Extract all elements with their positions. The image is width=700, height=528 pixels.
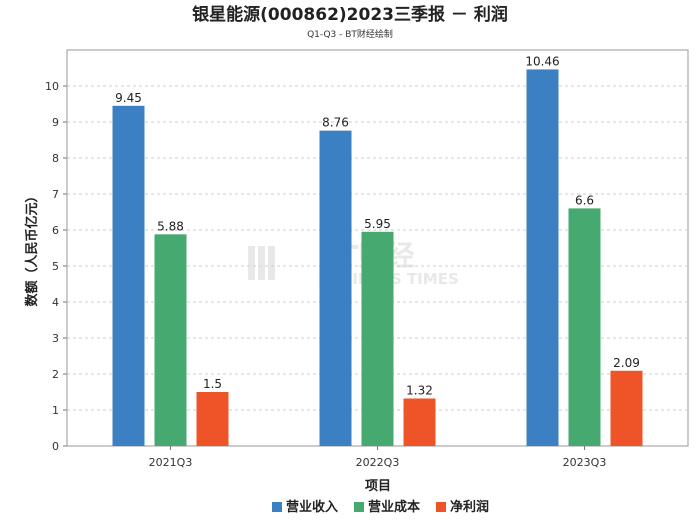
y-tick-label: 9 [52,116,59,129]
x-tick-label: 2021Q3 [149,456,193,469]
y-tick-label: 3 [52,332,59,345]
y-tick-label: 1 [52,404,59,417]
legend-swatch [272,502,282,512]
bar [568,208,601,446]
bar [526,69,559,446]
y-tick-label: 8 [52,152,59,165]
y-tick-label: 4 [52,296,59,309]
y-tick-label: 7 [52,188,59,201]
x-tick-label: 2022Q3 [356,456,400,469]
y-tick-label: 0 [52,440,59,453]
data-label: 9.45 [115,91,142,105]
y-tick-label: 5 [52,260,59,273]
bar [403,398,436,446]
bar [196,392,229,446]
legend-label: 净利润 [450,499,489,515]
data-label: 1.32 [406,383,433,397]
legend-label: 营业成本 [368,499,420,515]
data-label: 5.88 [157,219,184,233]
legend-swatch [354,502,364,512]
y-tick-label: 10 [45,80,59,93]
x-tick-label: 2023Q3 [563,456,607,469]
legend: 营业收入 营业成本 净利润 [272,499,489,515]
chart-subtitle: Q1-Q3 - BT财经绘制 [307,28,393,40]
x-axis-label: 项目 [365,479,391,494]
bar [154,234,187,446]
bar [112,105,145,447]
data-label: 8.76 [322,116,349,130]
bar [610,370,643,446]
y-axis: 0 1 2 3 4 5 6 7 8 9 10 [45,80,67,453]
y-tick-label: 2 [52,368,59,381]
legend-swatch [436,502,446,512]
x-axis: 2021Q3 2022Q3 2023Q3 [149,446,607,469]
data-label: 2.09 [613,356,640,370]
bar [319,130,352,446]
legend-label: 营业收入 [286,499,338,515]
bar [361,231,394,446]
data-label: 6.6 [575,193,594,207]
data-label: 1.5 [203,377,222,391]
data-label: 10.46 [525,54,559,68]
y-tick-label: 6 [52,224,59,237]
chart-title: 银星能源(000862)2023三季报 － 利润 [192,4,508,25]
data-label: 5.95 [364,217,391,231]
y-axis-label: 数额（人民币亿元） [24,189,40,306]
bar-series: 9.45 5.88 1.5 8.76 5.95 1.32 10.46 6.6 2.09 [112,54,643,447]
